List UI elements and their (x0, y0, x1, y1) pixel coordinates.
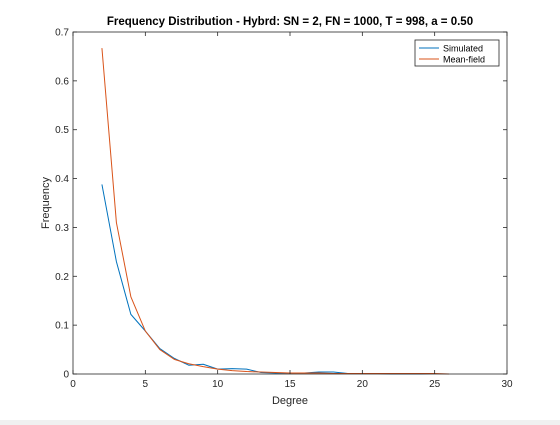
x-tick-label: 30 (501, 379, 513, 390)
legend-label: Simulated (443, 44, 483, 54)
legend-box (414, 39, 500, 67)
x-tick-label: 5 (143, 379, 149, 390)
x-tick-label: 20 (357, 379, 369, 390)
y-tick-label: 0 (63, 370, 69, 381)
y-tick-label: 0.5 (55, 125, 69, 136)
x-tick-label: 10 (212, 379, 224, 390)
y-axis-label: Frequency (40, 177, 52, 229)
x-tick-label: 25 (429, 379, 441, 390)
legend-label: Mean-field (443, 55, 485, 65)
y-tick-label: 0.7 (55, 28, 69, 39)
x-tick-label: 15 (284, 379, 296, 390)
plot-area (73, 32, 507, 374)
x-axis-label: Degree (272, 395, 308, 407)
y-tick-label: 0.4 (55, 174, 69, 185)
y-tick-label: 0.3 (55, 223, 69, 234)
series-line-mean-field (101, 48, 450, 375)
chart-title: Frequency Distribution - Hybrd: SN = 2, … (107, 16, 473, 28)
y-tick-label: 0.2 (55, 272, 69, 283)
y-tick-label: 0.6 (55, 76, 69, 87)
x-tick-label: 0 (70, 379, 76, 390)
y-tick-label: 0.1 (55, 321, 69, 332)
